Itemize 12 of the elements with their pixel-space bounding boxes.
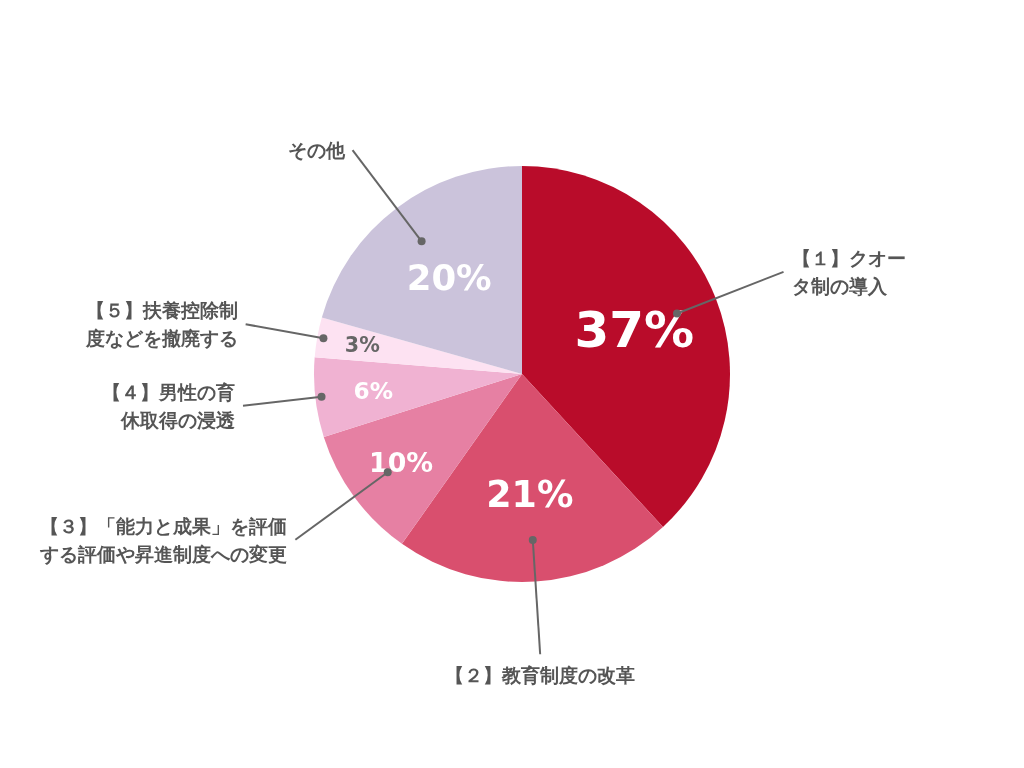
data-label: 3% — [344, 333, 380, 358]
data-label: 20% — [406, 257, 492, 299]
data-label: 21% — [486, 472, 574, 516]
slice-label: 【２】教育制度の改革 — [445, 664, 636, 687]
slice-label: 【１】クオータ制の導入 — [791, 246, 906, 297]
data-label: 10% — [369, 446, 434, 478]
slice-label: 【４】男性の育休取得の浸透 — [102, 380, 235, 431]
slice-label: 【３】「能力と成果」を評価する評価や昇進制度への変更 — [39, 514, 288, 565]
data-label: 6% — [353, 377, 393, 405]
data-label: 37% — [574, 301, 695, 360]
slice-label: 【５】扶養控除制度などを撤廃する — [84, 299, 238, 350]
slice-label: その他 — [287, 139, 346, 162]
